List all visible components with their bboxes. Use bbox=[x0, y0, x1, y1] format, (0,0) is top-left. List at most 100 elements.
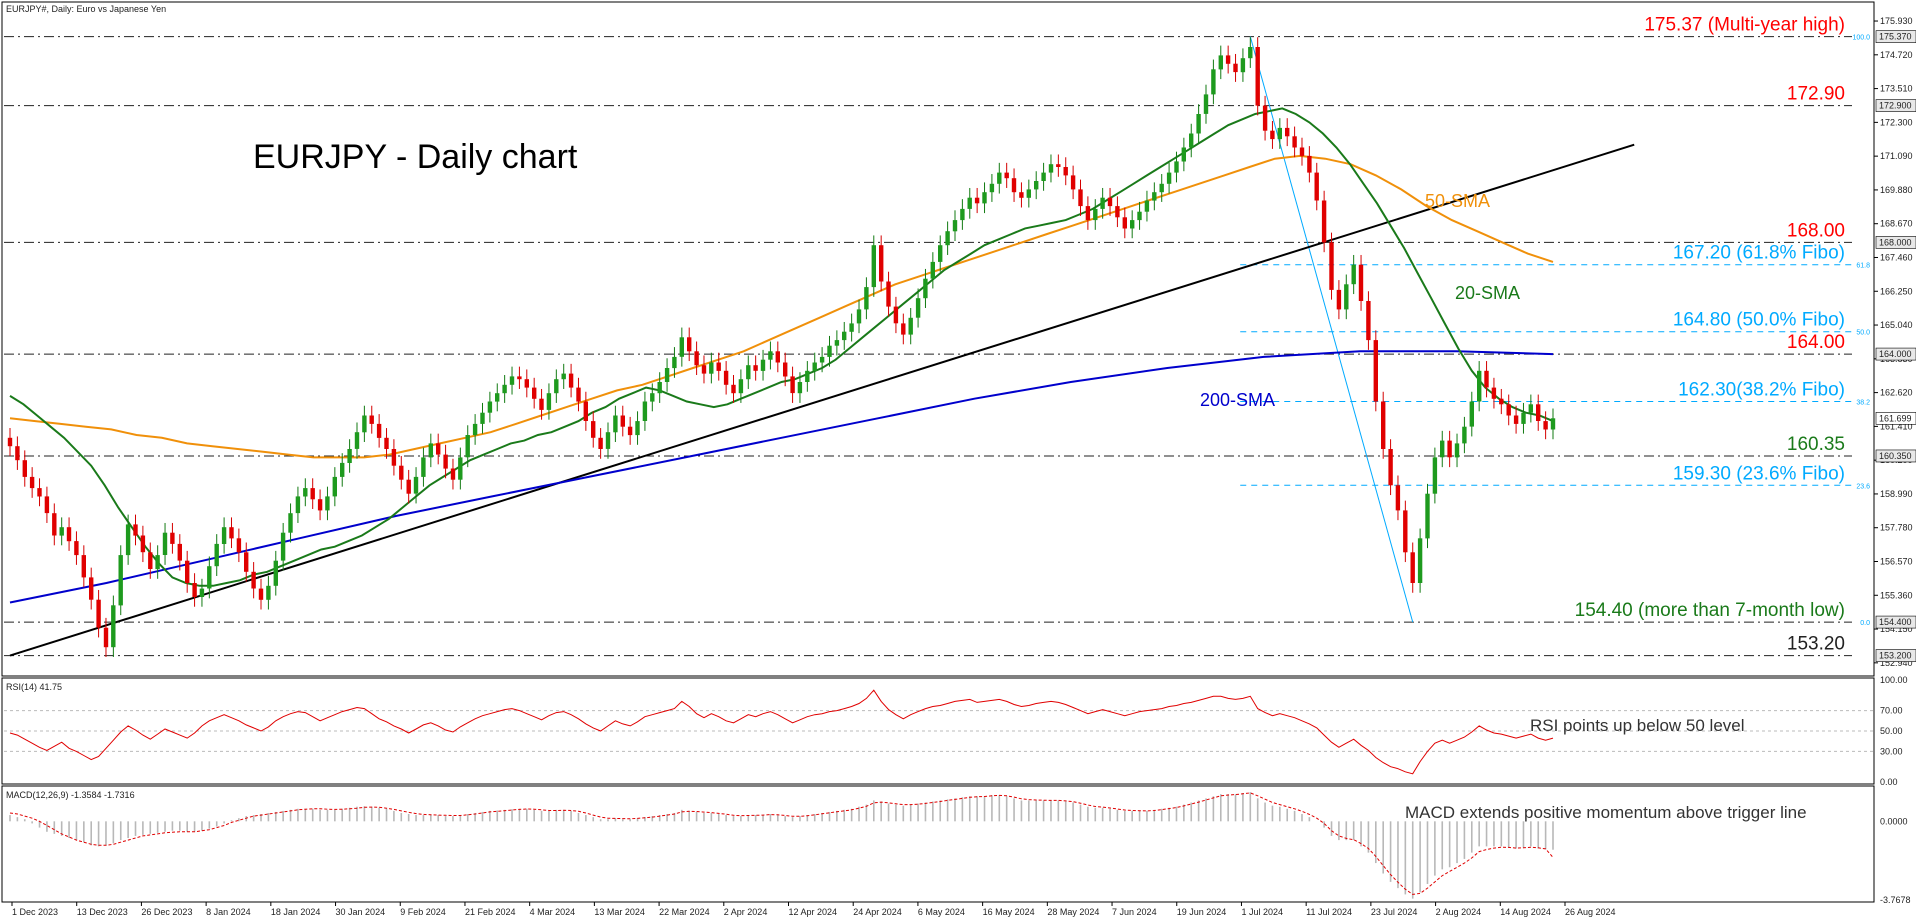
candle-body bbox=[1344, 284, 1349, 310]
fib-scale-label: 23.6 bbox=[1856, 483, 1870, 490]
candle-body bbox=[1026, 189, 1031, 198]
candle-body bbox=[450, 468, 456, 480]
macd-pane: 0.0000 -3.7678 bbox=[9, 792, 1911, 905]
fibo-retracement-line bbox=[1249, 36, 1414, 623]
x-tick-label: 7 Jun 2024 bbox=[1112, 907, 1157, 917]
candle-body bbox=[391, 449, 397, 466]
candle-body bbox=[605, 432, 611, 449]
candle-body bbox=[886, 281, 891, 307]
candle-body bbox=[1285, 127, 1290, 137]
candle-body bbox=[103, 627, 109, 648]
candle-body bbox=[539, 398, 544, 410]
candle-body bbox=[657, 382, 662, 394]
candle-body bbox=[1314, 172, 1319, 201]
candle-body bbox=[930, 261, 935, 279]
candle-body bbox=[399, 465, 404, 480]
candle-body bbox=[22, 460, 27, 477]
sma200-line bbox=[9, 350, 1554, 604]
rsi-y-tick-label: 0.00 bbox=[1880, 777, 1898, 787]
candle-body bbox=[672, 356, 677, 369]
candle-body bbox=[170, 532, 175, 544]
candle-body bbox=[185, 560, 190, 583]
candle-body bbox=[576, 387, 581, 402]
candle-body bbox=[760, 359, 766, 371]
candle-body bbox=[664, 368, 670, 382]
candle-body bbox=[974, 197, 980, 204]
candle-body bbox=[1410, 552, 1415, 583]
y-tick-label: 167.460 bbox=[1880, 252, 1913, 262]
candle-body bbox=[266, 585, 271, 600]
candle-body bbox=[819, 356, 825, 363]
candle-body bbox=[938, 245, 943, 262]
candle-body bbox=[258, 588, 264, 600]
candle-body bbox=[546, 393, 552, 410]
candle-body bbox=[613, 415, 618, 433]
price-label: 153.200 bbox=[1879, 651, 1912, 661]
rsi-y-tick-label: 50.00 bbox=[1880, 726, 1903, 736]
candle-body bbox=[29, 476, 35, 489]
candle-body bbox=[273, 560, 278, 586]
candle-body bbox=[753, 365, 758, 371]
candle-body bbox=[679, 337, 684, 357]
candle-body bbox=[1011, 178, 1017, 193]
level-label: 167.20 (61.8% Fibo) bbox=[1673, 243, 1845, 264]
fib-scale-label: 100.0 bbox=[1852, 35, 1870, 42]
candle-body bbox=[1189, 133, 1194, 148]
candle-body bbox=[1513, 415, 1519, 424]
candle-body bbox=[960, 208, 965, 221]
price-label-box bbox=[1875, 649, 1916, 662]
candle-body bbox=[1211, 69, 1216, 95]
x-tick-label: 12 Apr 2024 bbox=[789, 907, 838, 917]
candle-body bbox=[982, 192, 987, 204]
price-label: 172.900 bbox=[1879, 101, 1912, 111]
fib-scale-label: 50.0 bbox=[1856, 330, 1870, 337]
candle-body bbox=[295, 496, 301, 514]
candle-body bbox=[310, 488, 315, 500]
candle-body bbox=[1373, 340, 1378, 402]
candle-body bbox=[214, 543, 219, 567]
candle-body bbox=[716, 362, 721, 371]
candle-body bbox=[915, 298, 921, 318]
candle-body bbox=[709, 362, 714, 374]
macd-annotation: MACD extends positive momentum above tri… bbox=[1405, 803, 1807, 822]
candle-body bbox=[465, 435, 470, 458]
candle-body bbox=[7, 437, 13, 447]
candle-body bbox=[598, 437, 603, 449]
sma50-annotation: 50-SMA bbox=[1425, 191, 1490, 211]
y-tick-label: 155.360 bbox=[1880, 590, 1913, 600]
candle-body bbox=[1543, 421, 1548, 430]
candle-body bbox=[1004, 172, 1009, 179]
candle-body bbox=[1381, 401, 1386, 449]
candle-body bbox=[797, 382, 803, 394]
sma200-annotation: 200-SMA bbox=[1200, 390, 1275, 410]
candle-body bbox=[583, 401, 588, 421]
candle-body bbox=[1056, 164, 1061, 167]
trendline bbox=[9, 143, 1635, 657]
x-tick-label: 2 Apr 2024 bbox=[724, 907, 768, 917]
price-label: 168.000 bbox=[1879, 237, 1912, 247]
price-label-box bbox=[1875, 236, 1916, 249]
candle-body bbox=[901, 323, 906, 335]
candle-body bbox=[738, 379, 744, 394]
x-tick-label: 13 Dec 2023 bbox=[77, 907, 128, 917]
candle-body bbox=[81, 555, 86, 578]
candle-body bbox=[1447, 440, 1452, 458]
candle-body bbox=[1329, 242, 1334, 290]
y-tick-label: 169.880 bbox=[1880, 185, 1913, 195]
price-label: 175.370 bbox=[1879, 32, 1912, 42]
candle-body bbox=[15, 446, 20, 461]
candle-body bbox=[221, 527, 227, 544]
x-tick-label: 23 Jul 2024 bbox=[1371, 907, 1418, 917]
x-tick-label: 6 May 2024 bbox=[918, 907, 965, 917]
candle-body bbox=[1240, 58, 1246, 73]
candle-body bbox=[44, 496, 50, 514]
candle-body bbox=[1174, 161, 1179, 173]
level-label: 164.80 (50.0% Fibo) bbox=[1673, 310, 1845, 331]
candle-body bbox=[1550, 418, 1556, 430]
y-axis: 175.930 174.720 173.510 172.300 171.090 169.8… bbox=[1874, 16, 1916, 668]
macd-y-tick-label: -3.7678 bbox=[1880, 895, 1911, 905]
candle-body bbox=[1417, 538, 1423, 583]
candle-body bbox=[125, 524, 131, 556]
candle-body bbox=[1203, 94, 1209, 114]
